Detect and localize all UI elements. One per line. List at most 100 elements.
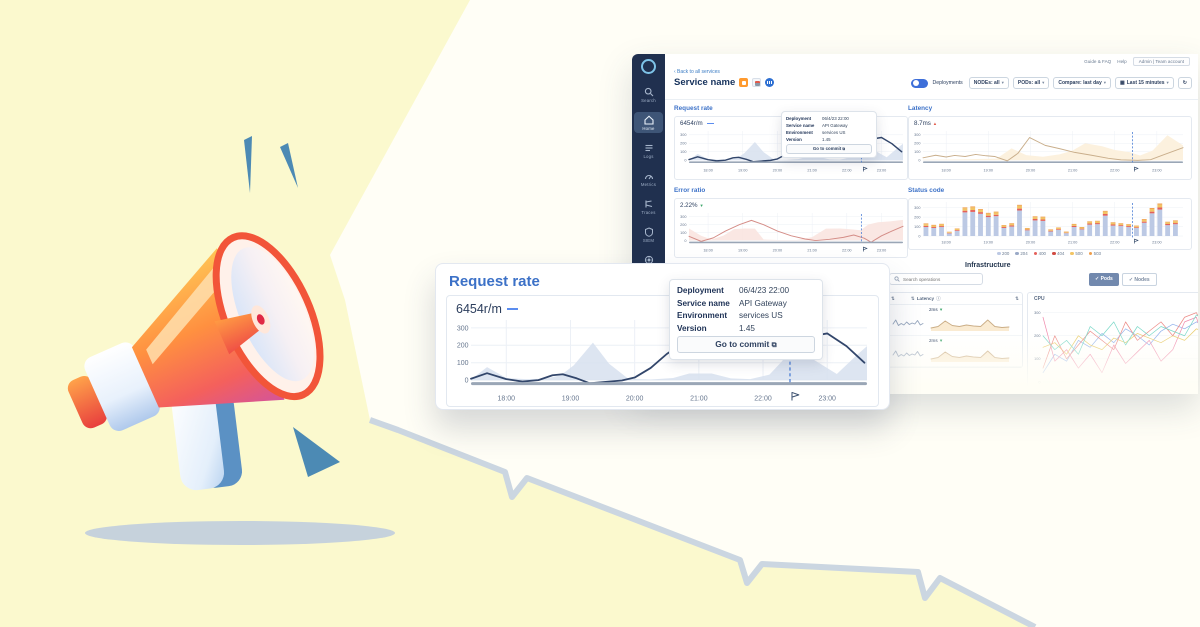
legend-dot-icon	[1015, 251, 1019, 256]
infrastructure-title: Infrastructure	[965, 262, 1011, 269]
legend-dot-icon	[1088, 251, 1093, 256]
svg-text:200: 200	[1034, 334, 1040, 338]
svg-text:19:00: 19:00	[984, 169, 994, 173]
sidebar-item-home[interactable]: Home	[634, 112, 663, 133]
svg-text:300: 300	[680, 133, 686, 137]
search-icon	[894, 276, 900, 282]
cpu-panel: CPU 0 100 200 300	[1027, 292, 1198, 394]
latency-chart: 18:00 19:00 20:00 21:00 22:00 23:00 0 100 200 300	[914, 131, 1184, 173]
svg-text:19:00: 19:00	[738, 169, 748, 173]
svg-text:18:00: 18:00	[703, 169, 713, 173]
deployment-tooltip: Deployment 06/4/23 22:00 Service name API …	[669, 279, 823, 361]
app-logo[interactable]	[641, 59, 656, 74]
tooltip-value: 1.45	[739, 323, 755, 333]
legend-item: 200	[997, 251, 1009, 256]
trend-down-icon: ▼	[938, 307, 944, 312]
go-to-commit-button[interactable]: Go to commit ⧉	[677, 336, 815, 354]
zigzag-shadow	[368, 417, 1037, 627]
latency-cell: 2ms ▼	[929, 338, 1011, 364]
java-icon-inner	[755, 80, 760, 86]
legend-dot-icon	[1033, 251, 1038, 256]
sidebar-label: SIEM	[642, 238, 655, 243]
svg-text:100: 100	[1034, 357, 1040, 361]
sidebar-item-search[interactable]: Search	[634, 84, 663, 105]
time-range-dropdown[interactable]: ▦ Last 15 minutes ▾	[1115, 77, 1174, 89]
latency-sparkline	[930, 319, 1010, 331]
sort-icon[interactable]: ⇅	[891, 295, 895, 301]
sort-icon[interactable]: ⇅	[1015, 295, 1019, 301]
aws-service-icon	[739, 78, 749, 87]
cpu-panel-title: CPU	[1034, 296, 1045, 302]
latency-cell: 2ms ▼	[929, 307, 1011, 333]
sidebar-item-logs[interactable]: Logs	[634, 140, 663, 161]
legend-item: 500	[1070, 251, 1083, 256]
sidebar-item-metrics[interactable]: Metrics	[634, 168, 663, 189]
card-title: Request rate	[449, 273, 540, 290]
svg-text:21:00: 21:00	[1068, 241, 1078, 245]
svg-text:21:00: 21:00	[807, 169, 817, 173]
svg-text:100: 100	[914, 150, 920, 154]
pods-dropdown[interactable]: PODs: all ▾	[1012, 77, 1050, 89]
refresh-icon: ↻	[1182, 80, 1187, 86]
deployment-tooltip-mini: Deployment 06/4/23 22:00 Service name API …	[781, 111, 877, 158]
driver-dot	[256, 314, 265, 325]
service-header: Service name	[674, 77, 775, 88]
svg-text:23:00: 23:00	[877, 169, 887, 173]
sidebar-label: Metrics	[640, 182, 657, 187]
legend-dash-icon	[506, 307, 518, 311]
legend-item: 503	[1088, 251, 1101, 256]
account-menu[interactable]: Admin | Team account	[1132, 57, 1190, 66]
operations-search[interactable]	[889, 273, 983, 285]
filter-controls: Deployments NODEs: all ▾ PODs: all ▾ Compa…	[911, 77, 1192, 89]
operations-table: ⇅ ⇅ Latency ⓘ ⇅ 2ms ▼ 2ms ▼	[887, 292, 1023, 368]
legend-dot-icon	[997, 251, 1001, 256]
sidebar-item-siem[interactable]: SIEM	[634, 224, 663, 245]
container-service-icon	[765, 78, 775, 87]
svg-text:0: 0	[1038, 380, 1040, 384]
search-operations-input[interactable]	[903, 276, 973, 282]
status-code-title: Status code	[908, 187, 945, 194]
megaphone-shadow	[85, 521, 395, 545]
megaphone-body	[67, 232, 324, 491]
compare-dropdown[interactable]: Compare: last day ▾	[1053, 77, 1111, 89]
external-link-icon: ⧉	[842, 146, 846, 151]
svg-text:21:00: 21:00	[807, 249, 817, 253]
request-rate-big-chart: 18:00 19:00 20:00 21:00 22:00 23:00 0 100 200 300	[457, 320, 867, 403]
svg-text:0: 0	[918, 234, 920, 238]
tooltip-label: Environment	[677, 311, 728, 321]
megaphone-back-cap	[67, 375, 107, 429]
nodes-button[interactable]: ✓ Nodes	[1121, 273, 1157, 286]
request-rate-mini-title: Request rate	[674, 105, 713, 112]
card-value: 6454r/m	[447, 296, 878, 316]
topbar-link-help[interactable]: Help	[1117, 59, 1127, 64]
svg-text:22:00: 22:00	[842, 169, 852, 173]
sort-icon[interactable]: ⇅	[910, 295, 915, 301]
request-rate-zoom-card: Request rate 6454r/m 18:00 19:00 20:00 21:0…	[435, 263, 890, 410]
deployments-toggle[interactable]	[911, 78, 929, 88]
shout-dash-right	[280, 143, 298, 188]
request-rate-mini-value: 6454r/m	[675, 117, 907, 127]
svg-text:22:00: 22:00	[842, 249, 852, 253]
pods-button[interactable]: ✓ Pods	[1089, 273, 1119, 286]
svg-text:19:00: 19:00	[562, 396, 580, 403]
error-ratio-card: 2.22% ▼ 18:00 19:00 20:00 21:00 22:00 23:00 0 10…	[674, 198, 908, 258]
back-to-services-link[interactable]: ‹ Back to all services	[674, 69, 720, 75]
latency-card: 8.7ms ▲ 18:00 19:00 20:00 21:00 22:00 23:00 0 10…	[908, 116, 1192, 180]
refresh-button[interactable]: ↻	[1177, 77, 1192, 89]
caret-down-icon: ▾	[1001, 80, 1004, 85]
tooltip-value: 06/4/23 22:00	[739, 286, 790, 295]
svg-text:20:00: 20:00	[626, 396, 644, 403]
svg-text:200: 200	[914, 215, 920, 219]
svg-text:0: 0	[684, 159, 686, 163]
traces-icon	[644, 200, 652, 208]
latency-column-header[interactable]: Latency	[916, 296, 935, 301]
operation-row[interactable]: 2ms ▼	[888, 305, 1022, 336]
topbar-link-guide[interactable]: Guide & FAQ	[1084, 59, 1112, 64]
nodes-dropdown[interactable]: NODEs: all ▾	[968, 77, 1009, 89]
logs-icon	[645, 144, 652, 152]
sidebar-item-traces[interactable]: Traces	[634, 196, 663, 217]
container-icon-inner	[767, 81, 773, 84]
operation-row[interactable]: 2ms ▼	[888, 336, 1022, 367]
tooltip-label: Deployment	[677, 286, 724, 295]
go-to-commit-button-mini[interactable]: Go to commit ⧉	[786, 143, 872, 154]
